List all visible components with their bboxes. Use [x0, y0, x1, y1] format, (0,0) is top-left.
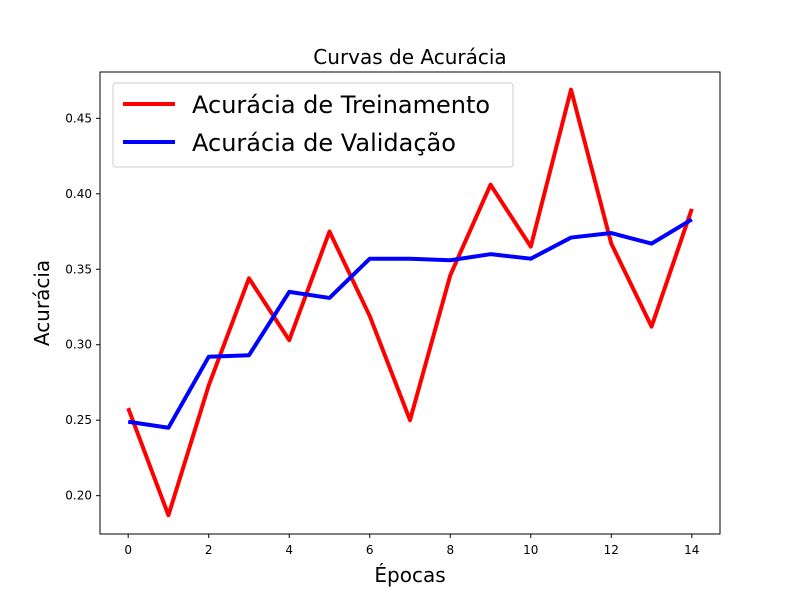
plot-frame — [99, 71, 721, 535]
legend-label-training: Acurácia de Treinamento — [192, 91, 490, 119]
chart-title: Curvas de Acurácia — [313, 45, 506, 69]
x-tick-label: 8 — [446, 543, 454, 557]
series-line-training — [126, 87, 694, 518]
x-tick-label: 2 — [205, 543, 213, 557]
y-ticks: 0.20 0.25 0.30 0.35 0.40 0.45 — [65, 111, 100, 503]
x-tick-label: 12 — [604, 543, 619, 557]
y-tick-label: 0.45 — [65, 111, 92, 125]
y-tick-label: 0.40 — [65, 187, 92, 201]
x-axis-label: Épocas — [374, 563, 445, 587]
y-tick-label: 0.30 — [65, 338, 92, 352]
x-tick-label: 14 — [684, 543, 699, 557]
series-layer — [126, 87, 694, 518]
x-tick-label: 0 — [124, 543, 132, 557]
x-ticks: 0 2 4 6 8 10 12 14 — [124, 534, 699, 557]
series-line-validation — [127, 217, 693, 430]
y-tick-label: 0.35 — [65, 262, 92, 276]
x-tick-label: 4 — [285, 543, 293, 557]
y-tick-label: 0.25 — [65, 413, 92, 427]
legend-label-validation: Acurácia de Validação — [192, 129, 456, 157]
x-tick-label: 10 — [523, 543, 538, 557]
y-axis-label: Acurácia — [30, 260, 54, 346]
y-tick-label: 0.20 — [65, 489, 92, 503]
x-tick-label: 6 — [366, 543, 374, 557]
legend: Acurácia de Treinamento Acurácia de Vali… — [112, 82, 514, 168]
legend-box — [112, 82, 514, 168]
